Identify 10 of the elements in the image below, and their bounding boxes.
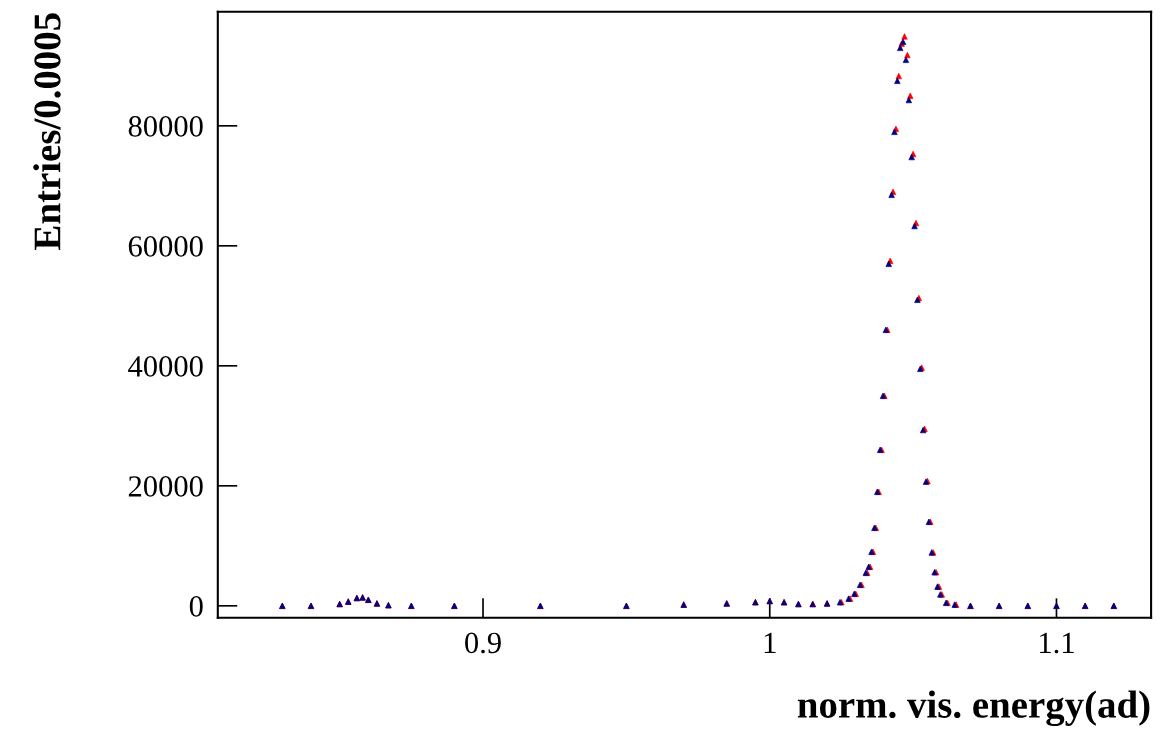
x-axis-title: norm. vis. energy(ad) [797,690,1150,727]
y-axis-title: Entries/0.0005 [33,13,61,250]
y-tick-label: 0 [189,596,203,617]
x-tick-label: 1.1 [1040,632,1074,654]
y-tick-label: 60000 [128,236,203,257]
x-tick-label: 0.9 [465,632,501,654]
y-tick-label: 80000 [128,116,203,137]
y-tick-label: 20000 [128,476,203,497]
y-tick-label: 40000 [128,356,203,377]
x-tick-label: 1 [764,632,776,653]
